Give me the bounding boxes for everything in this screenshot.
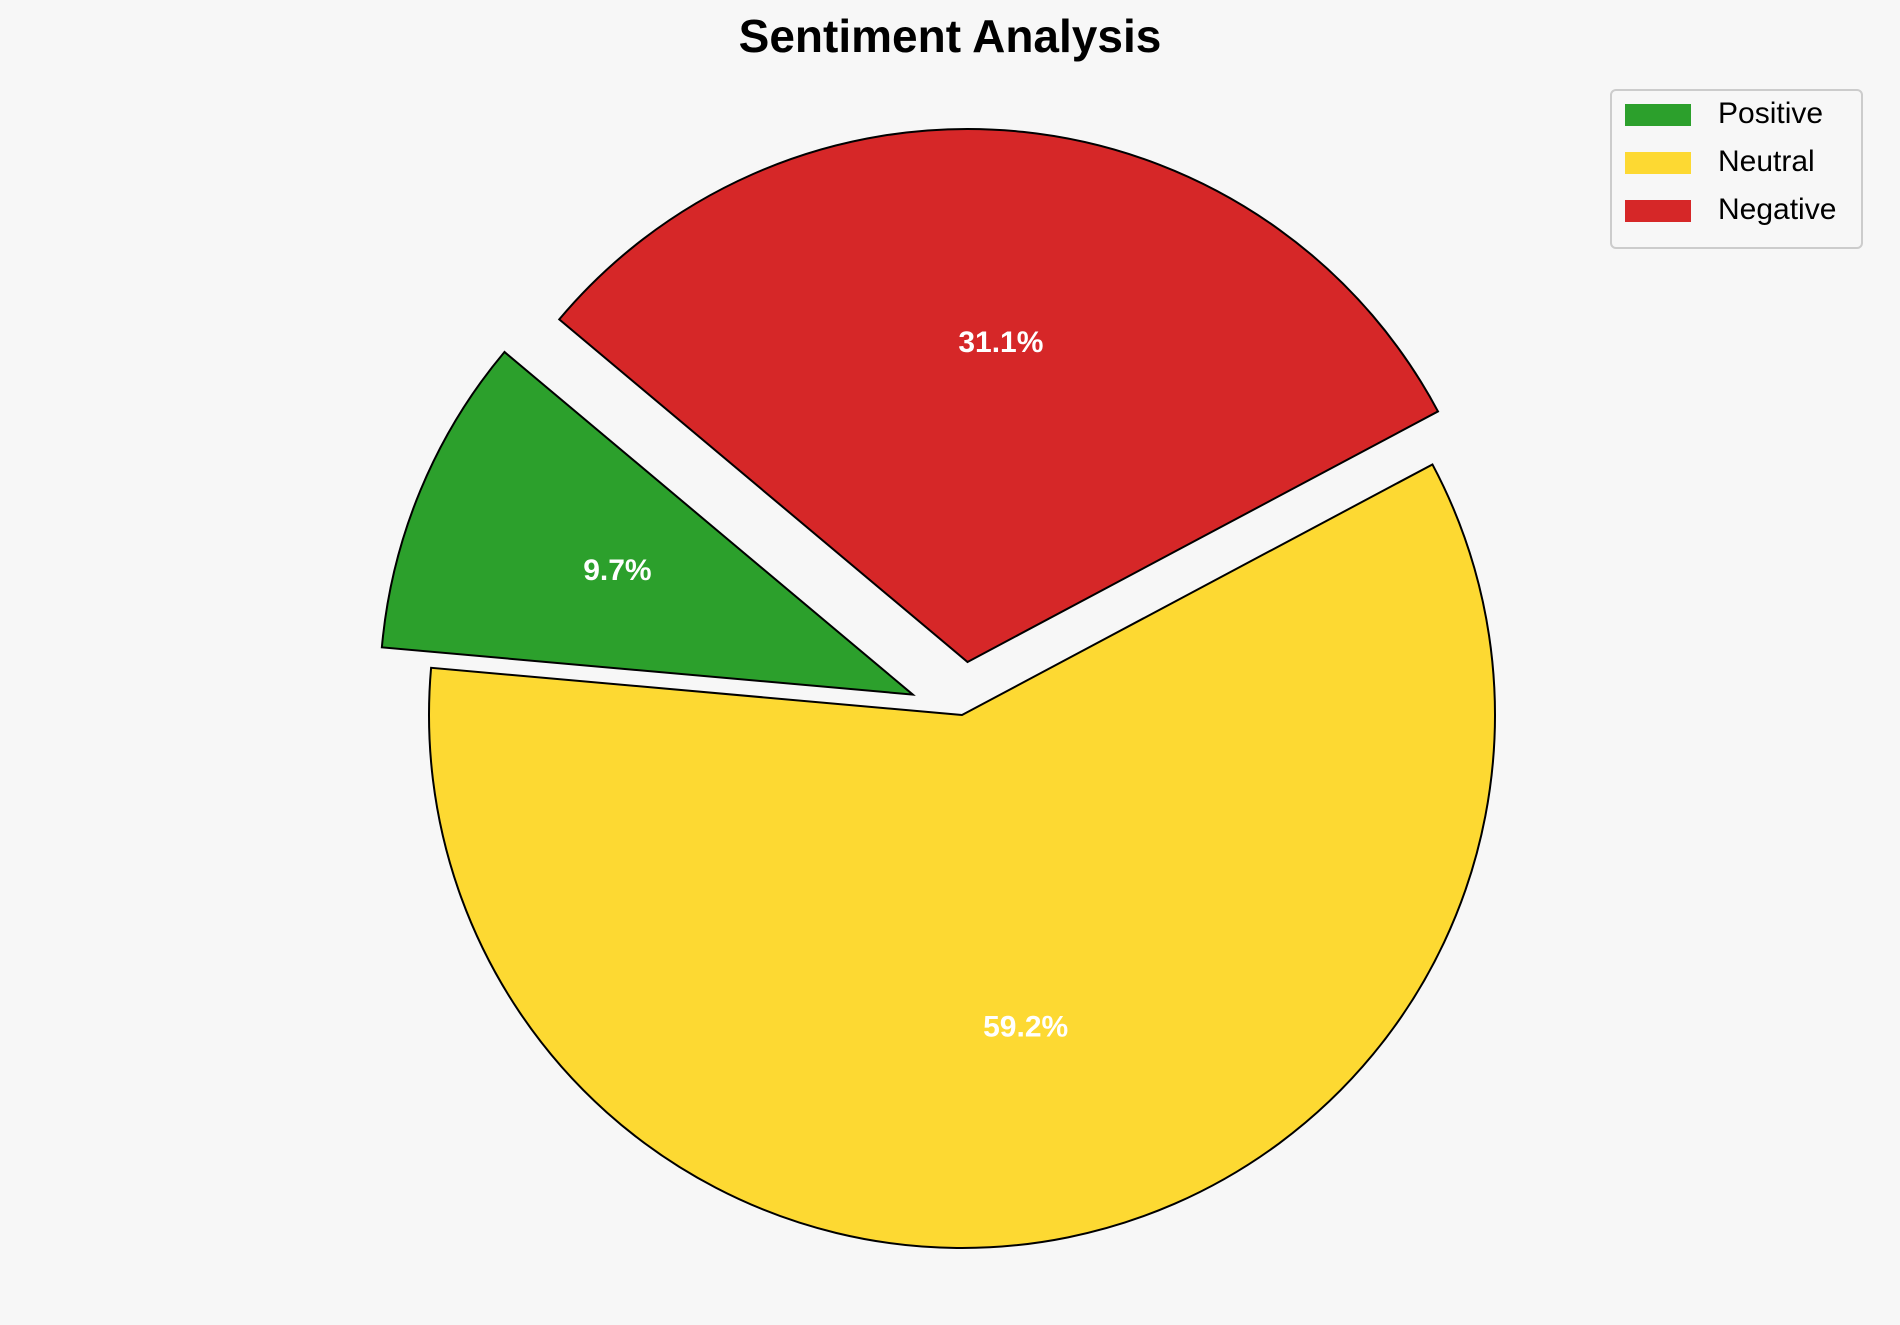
legend-swatch xyxy=(1625,152,1691,174)
legend-label: Neutral xyxy=(1718,145,1815,178)
pie-wedge xyxy=(428,463,1496,1249)
legend-swatch xyxy=(1625,104,1691,126)
legend-label: Positive xyxy=(1718,97,1823,130)
value-label: 59.2% xyxy=(983,1010,1068,1043)
legend-label: Negative xyxy=(1718,193,1836,226)
chart-title: Sentiment Analysis xyxy=(739,10,1162,62)
legend: Positive Neutral Negative xyxy=(1610,89,1863,249)
value-label: 9.7% xyxy=(583,554,651,587)
legend-swatch xyxy=(1625,200,1691,222)
pie-wedge xyxy=(557,128,1440,664)
pie-wedge xyxy=(380,350,916,696)
value-label: 31.1% xyxy=(958,326,1043,359)
